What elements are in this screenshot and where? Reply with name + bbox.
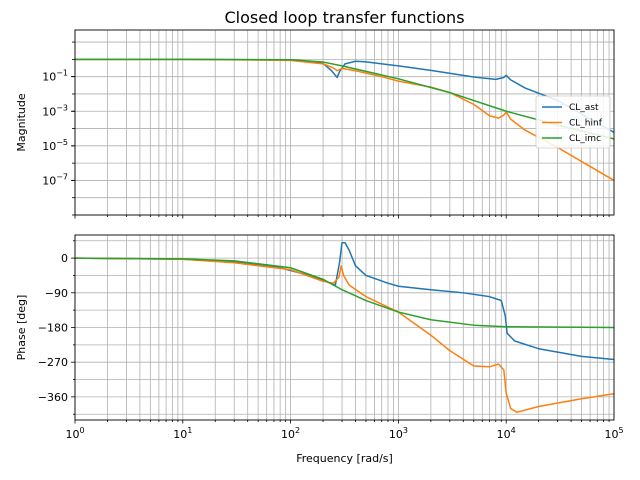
magnitude-panel: 10−1 10−3 10−5 10−7 Magnitude CL_ast CL_hinf… [15,29,615,219]
magnitude-line-CL_imc [75,58,614,140]
magnitude-line-CL_ast [75,58,614,134]
x-tick-label: 103 [389,426,408,441]
phase-line-CL_hinf [75,257,614,414]
phase-ylabel: Phase [deg] [15,295,28,361]
magnitude-y-tick-label: 10−7 [42,172,68,187]
phase-line-CL_imc [75,257,614,329]
phase-y-tick-label: −360 [38,391,68,404]
magnitude-ylabel: Magnitude [15,93,28,152]
x-tick-label: 100 [65,426,84,441]
phase-y-tick-label: −90 [45,287,68,300]
magnitude-line-CL_hinf [75,58,614,182]
x-tick-label: 105 [604,426,623,441]
phase-y-tick-label: −270 [38,356,68,369]
phase-line-CL_ast [75,241,614,361]
phase-ticks: 0 −90 −180 −270 −360 [38,240,610,424]
magnitude-y-tick-label: 10−5 [42,138,68,153]
legend-label-CL_imc: CL_imc [569,134,601,144]
phase-lines [75,241,614,414]
magnitude-ticks: 10−1 10−3 10−5 10−7 [42,41,610,219]
magnitude-axes-frame [74,29,615,216]
legend: CL_ast CL_hinf CL_imc [535,95,611,149]
chart-title: Closed loop transfer functions [224,8,464,27]
x-tick-label: 104 [497,426,516,441]
magnitude-y-tick-label: 10−3 [42,103,68,118]
legend-label-CL_hinf: CL_hinf [569,119,603,129]
x-axis-label: Frequency [rad/s] [296,452,393,465]
legend-label-CL_ast: CL_ast [569,103,599,113]
x-tick-label: 102 [281,426,300,441]
x-tick-labels: 100 101 102 103 104 105 [65,426,623,441]
magnitude-grid [74,30,614,216]
magnitude-y-tick-label: 10−1 [42,69,68,84]
magnitude-lines [75,58,614,182]
phase-panel: 0 −90 −180 −270 −360 Phase [deg] [15,234,615,424]
phase-y-tick-label: −180 [38,322,68,335]
x-tick-label: 101 [173,426,192,441]
phase-y-tick-label: 0 [61,252,68,265]
legend-box [535,95,611,149]
phase-grid [74,235,614,420]
